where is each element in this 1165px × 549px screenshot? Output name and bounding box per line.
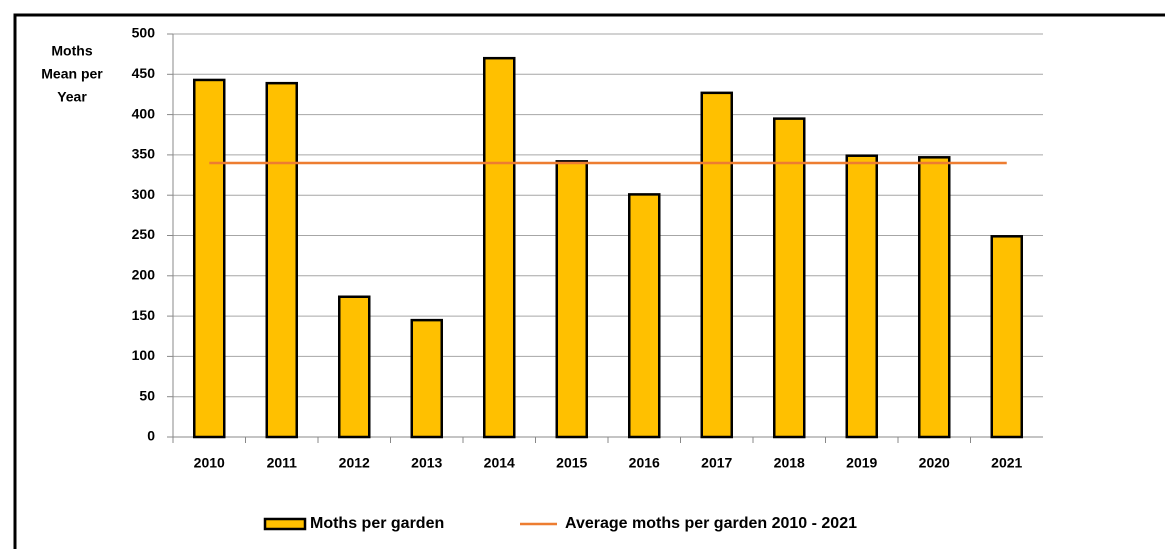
bar [773,117,806,439]
legend-label: Moths per garden [310,515,444,532]
bar [700,91,733,439]
bar [338,295,371,439]
x-tick-label: 2014 [484,455,515,471]
y-tick-label: 150 [132,307,156,323]
legend-swatch [263,517,307,531]
x-tick-label: 2016 [629,455,660,471]
y-axis-label: Year [57,89,87,105]
bar [628,193,661,439]
y-tick-label: 350 [132,146,156,162]
bar [193,78,226,439]
x-tick-label: 2012 [339,455,370,471]
bar [555,160,588,439]
x-tick-label: 2021 [991,455,1022,471]
y-tick-label: 400 [132,105,156,121]
frame [13,13,1165,549]
x-tick-label: 2010 [194,455,225,471]
y-tick-label: 0 [147,428,155,444]
x-tick-label: 2015 [556,455,587,471]
y-tick-label: 50 [139,387,155,403]
y-axis-label: Mean per [41,66,103,82]
x-tick-label: 2019 [846,455,877,471]
x-tick-label: 2018 [774,455,805,471]
y-tick-label: 250 [132,226,156,242]
y-axis-label: Moths [51,43,92,59]
bar [483,56,516,439]
bar [990,235,1023,439]
bar [265,81,298,439]
y-tick-label: 100 [132,347,156,363]
y-tick-label: 450 [132,65,156,81]
legend-label: Average moths per garden 2010 - 2021 [565,515,857,532]
bar [918,156,951,439]
x-tick-label: 2013 [411,455,442,471]
y-tick-label: 500 [132,25,156,41]
x-tick-label: 2011 [267,455,298,471]
y-tick-label: 300 [132,186,156,202]
x-tick-label: 2017 [701,455,732,471]
y-tick-label: 200 [132,267,156,283]
x-tick-label: 2020 [919,455,950,471]
bar [410,318,443,439]
bar [845,154,878,439]
